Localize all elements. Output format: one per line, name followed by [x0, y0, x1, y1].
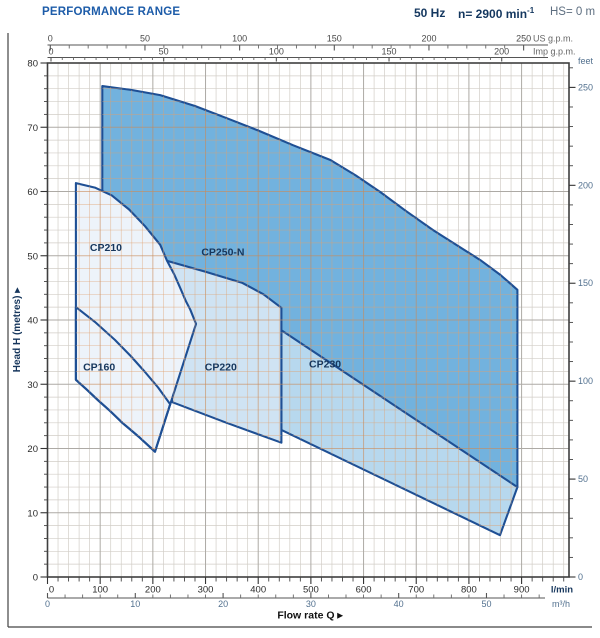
frequency-label: 50 Hz: [414, 6, 446, 20]
flow-axis-lmin: 0 100 200 300 400 500 600 700 800 900 l/min: [46, 577, 573, 596]
feet-tick-label: 250: [578, 82, 593, 92]
region-label-cp250-n: CP250-N: [201, 246, 244, 258]
m3h-tick-label: 10: [130, 599, 140, 609]
m3h-tick-label: 30: [306, 599, 316, 609]
flow-axis-impgpm: 0 50 100 150 200 Imp g.p.m.: [47, 47, 576, 62]
head-tick-label: 40: [27, 316, 38, 327]
m3h-unit-label: m³/h: [552, 599, 570, 609]
region-label-cp230: CP230: [309, 359, 341, 371]
lmin-tick-label: 0: [49, 585, 54, 596]
head-tick-label: 80: [27, 59, 38, 70]
usgpm-tick-label: 50: [140, 34, 150, 44]
lmin-tick-label: 700: [408, 585, 424, 596]
m3h-tick-label: 40: [394, 599, 404, 609]
head-tick-label: 10: [27, 508, 38, 519]
m3h-tick-label: 0: [45, 599, 50, 609]
lmin-tick-label: 500: [303, 585, 319, 596]
usgpm-unit-label: US g.p.m.: [533, 34, 573, 44]
rotation-speed-value: n= 2900 min: [458, 7, 528, 21]
usgpm-tick-label: 100: [232, 34, 247, 44]
region-label-cp220: CP220: [205, 361, 237, 373]
head-tick-label: 20: [27, 444, 38, 455]
head-tick-label: 50: [27, 251, 38, 262]
feet-tick-label: 200: [578, 180, 593, 190]
flow-axis-usgpm: 0 50 100 150 200 250 US g.p.m.: [47, 34, 573, 51]
lmin-tick-label: 900: [514, 585, 530, 596]
flow-axis-m3h: 0 10 20 30 40 50 m³/h: [45, 593, 570, 609]
impgpm-tick-label: 150: [382, 47, 397, 57]
impgpm-tick-label: 200: [494, 47, 509, 57]
impgpm-tick-label: 50: [159, 47, 169, 57]
lmin-tick-label: 800: [461, 585, 477, 596]
region-label-cp210: CP210: [90, 242, 122, 254]
lmin-tick-label: 200: [145, 585, 161, 596]
impgpm-tick-label: 0: [48, 47, 53, 57]
lmin-unit-label: l/min: [551, 585, 573, 596]
head-axis-feet: 0 50 100 150 200 250 feet: [569, 56, 594, 582]
feet-tick-label: 50: [578, 474, 588, 484]
rotation-speed-exponent: -1: [527, 6, 535, 15]
head-axis-metres: 0 10 20 30 40 50 60 70 80 Head H (metres) ▸: [12, 59, 48, 584]
m3h-tick-label: 20: [218, 599, 228, 609]
feet-unit-label: feet: [578, 56, 594, 66]
page-title: PERFORMANCE RANGE: [42, 6, 181, 18]
usgpm-tick-label: 150: [327, 34, 342, 44]
lmin-tick-label: 400: [250, 585, 266, 596]
lmin-tick-label: 100: [92, 585, 108, 596]
usgpm-tick-label: 250: [516, 34, 531, 44]
feet-tick-label: 150: [578, 278, 593, 288]
head-tick-label: 70: [27, 123, 38, 134]
lmin-tick-label: 600: [356, 585, 372, 596]
lmin-tick-label: 300: [198, 585, 214, 596]
usgpm-tick-label: 200: [421, 34, 436, 44]
suction-head-label: HS= 0 m: [550, 6, 596, 18]
head-tick-label: 0: [33, 573, 38, 584]
rotation-speed-label: n= 2900 min-1: [458, 6, 534, 21]
head-tick-label: 60: [27, 187, 38, 198]
usgpm-tick-label: 0: [48, 34, 53, 44]
head-tick-label: 30: [27, 380, 38, 391]
flow-axis-title: Flow rate Q ▸: [277, 610, 343, 622]
m3h-tick-label: 50: [481, 599, 491, 609]
region-label-cp160: CP160: [83, 361, 115, 373]
head-axis-title: Head H (metres) ▸: [12, 287, 23, 372]
impgpm-unit-label: Imp g.p.m.: [533, 47, 576, 57]
impgpm-tick-label: 100: [269, 47, 284, 57]
feet-tick-label: 0: [578, 572, 583, 582]
region-cp160: [74, 306, 172, 453]
feet-tick-label: 100: [578, 376, 593, 386]
